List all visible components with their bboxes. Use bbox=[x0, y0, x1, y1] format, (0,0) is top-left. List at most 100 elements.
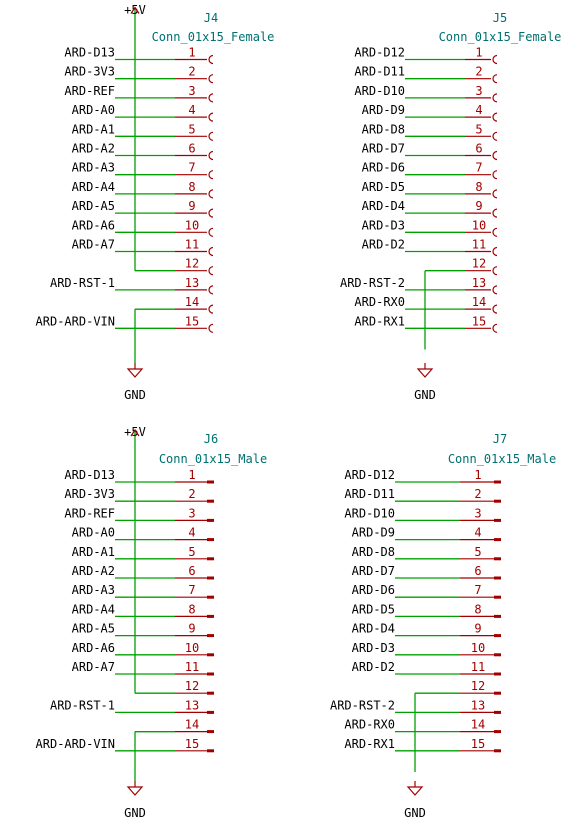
pin-number: 5 bbox=[188, 122, 195, 136]
net-label: ARD-A7 bbox=[72, 660, 115, 674]
pin-number: 15 bbox=[185, 314, 199, 328]
pin-row: 12 bbox=[415, 679, 501, 695]
pin-row: 14 bbox=[135, 295, 214, 314]
pin-row: ARD-D6 7 bbox=[362, 161, 498, 180]
power-arrow-icon bbox=[130, 6, 140, 14]
female-contact-icon bbox=[208, 266, 214, 276]
female-contact-icon bbox=[492, 266, 498, 276]
male-contact-icon bbox=[207, 691, 214, 695]
male-contact-icon bbox=[494, 691, 501, 695]
male-contact-icon bbox=[207, 730, 214, 734]
pin-number: 10 bbox=[471, 641, 485, 655]
net-label: ARD-D8 bbox=[352, 545, 395, 559]
ground-symbol-icon bbox=[126, 781, 144, 796]
pin-number: 3 bbox=[188, 506, 195, 520]
pin-number: 2 bbox=[188, 487, 195, 501]
pin-number: 6 bbox=[188, 142, 195, 156]
pin-number: 9 bbox=[475, 199, 482, 213]
power-label-gnd: GND bbox=[414, 388, 436, 402]
pin-row: ARD-A7 11 bbox=[72, 238, 214, 257]
female-contact-icon bbox=[492, 208, 498, 218]
pin-number: 6 bbox=[475, 142, 482, 156]
pin-number: 6 bbox=[474, 564, 481, 578]
pin-number: 8 bbox=[475, 180, 482, 194]
pin-row: ARD-D4 9 bbox=[362, 199, 498, 218]
male-contact-icon bbox=[207, 480, 214, 484]
net-label: ARD-REF bbox=[64, 506, 115, 520]
female-contact-icon bbox=[208, 323, 214, 333]
female-contact-icon bbox=[492, 304, 498, 314]
pin-row: ARD-D10 3 bbox=[354, 84, 498, 103]
connector-reference: J5 bbox=[493, 11, 507, 25]
female-contact-icon bbox=[492, 170, 498, 180]
male-contact-icon bbox=[207, 576, 214, 580]
net-label: ARD-D4 bbox=[362, 199, 405, 213]
net-label: ARD-D8 bbox=[362, 122, 405, 136]
male-contact-icon bbox=[207, 538, 214, 542]
power-label-gnd: GND bbox=[404, 806, 426, 820]
female-contact-icon bbox=[208, 170, 214, 180]
net-label: ARD-A0 bbox=[72, 526, 115, 540]
male-contact-icon bbox=[207, 499, 214, 503]
pin-number: 11 bbox=[185, 238, 199, 252]
female-contact-icon bbox=[208, 246, 214, 257]
pin-number: 5 bbox=[475, 122, 482, 136]
male-contact-icon bbox=[207, 672, 214, 676]
power-arrow-icon bbox=[130, 428, 140, 437]
pin-number: 1 bbox=[474, 468, 481, 482]
pin-number: 4 bbox=[474, 526, 481, 540]
pin-number: 1 bbox=[475, 46, 482, 60]
pin-row: ARD-A0 4 bbox=[72, 526, 214, 542]
male-contact-icon bbox=[494, 614, 501, 618]
female-contact-icon bbox=[492, 131, 498, 141]
pin-row: ARD-RST-1 13 bbox=[50, 276, 214, 295]
net-label: ARD-D2 bbox=[362, 238, 405, 252]
pin-number: 10 bbox=[472, 218, 486, 232]
pin-number: 8 bbox=[188, 602, 195, 616]
pin-row: ARD-A7 11 bbox=[72, 660, 214, 676]
pin-row: ARD-ARD-VIN 15 bbox=[36, 737, 214, 753]
net-label: ARD-A7 bbox=[72, 238, 115, 252]
pin-row: ARD-A0 4 bbox=[72, 103, 214, 122]
pin-number: 11 bbox=[472, 238, 486, 252]
pin-row: ARD-RX0 14 bbox=[354, 295, 498, 314]
pin-row: ARD-RX0 14 bbox=[344, 718, 501, 734]
pin-row: ARD-D11 2 bbox=[344, 487, 501, 503]
pin-number: 7 bbox=[188, 583, 195, 597]
pin-number: 11 bbox=[185, 660, 199, 674]
connector-value: Conn_01x15_Male bbox=[448, 452, 556, 466]
pin-row: ARD-A4 8 bbox=[72, 602, 214, 618]
male-contact-icon bbox=[207, 557, 214, 561]
female-contact-icon bbox=[208, 112, 214, 122]
power-label-gnd: GND bbox=[124, 806, 146, 820]
male-contact-icon bbox=[494, 730, 501, 734]
pin-number: 7 bbox=[474, 583, 481, 597]
net-label: ARD-D2 bbox=[352, 660, 395, 674]
pin-row: ARD-A5 9 bbox=[72, 199, 214, 218]
pin-row: ARD-D10 3 bbox=[344, 506, 501, 522]
pin-row: ARD-ARD-VIN 15 bbox=[36, 314, 214, 333]
pin-number: 12 bbox=[472, 257, 486, 271]
net-label: ARD-RST-1 bbox=[50, 276, 115, 290]
pin-row: ARD-D12 1 bbox=[344, 468, 501, 484]
pin-number: 5 bbox=[474, 545, 481, 559]
male-contact-icon bbox=[494, 518, 501, 522]
net-label: ARD-RX0 bbox=[344, 718, 395, 732]
connector-reference: J4 bbox=[204, 11, 218, 25]
male-contact-icon bbox=[207, 653, 214, 657]
net-label: ARD-A5 bbox=[72, 199, 115, 213]
ground-symbol-icon bbox=[406, 781, 424, 796]
female-contact-icon bbox=[208, 54, 214, 65]
net-label: ARD-3V3 bbox=[64, 65, 115, 79]
female-contact-icon bbox=[208, 285, 214, 295]
pin-row: ARD-A1 5 bbox=[72, 122, 214, 141]
pin-row: ARD-D11 2 bbox=[354, 65, 498, 84]
pin-number: 15 bbox=[185, 737, 199, 751]
pin-number: 12 bbox=[185, 257, 199, 271]
net-label: ARD-A0 bbox=[72, 103, 115, 117]
pin-row: ARD-A2 6 bbox=[72, 142, 214, 161]
female-contact-icon bbox=[492, 323, 498, 333]
pin-number: 8 bbox=[474, 602, 481, 616]
male-contact-icon bbox=[494, 480, 501, 484]
